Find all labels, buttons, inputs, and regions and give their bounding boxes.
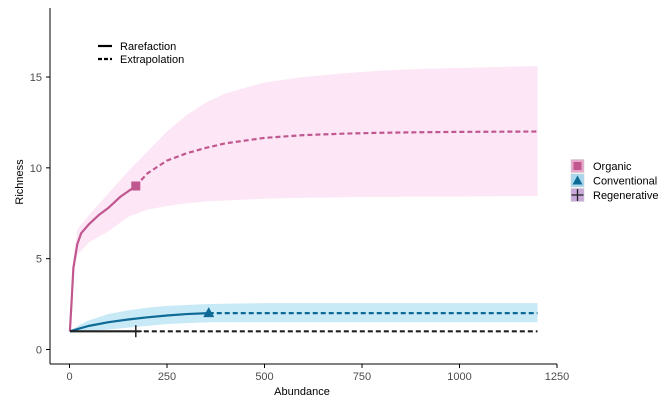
- rarefaction-line-organic: [68, 185, 137, 332]
- y-axis-ticks: 0 5 10 15: [30, 72, 50, 356]
- observed-point-regenerative: [129, 325, 142, 338]
- x-tick-label: 1000: [447, 371, 471, 383]
- x-tick-label: 0: [66, 371, 72, 383]
- confidence-band-organic: [69, 66, 538, 332]
- linetype-label: Extrapolation: [120, 54, 184, 66]
- y-tick-label: 0: [36, 344, 42, 356]
- x-axis-label: Abundance: [274, 386, 330, 398]
- legend-label-organic: Organic: [593, 161, 632, 173]
- rarefaction-line-conventional: [69, 312, 209, 333]
- x-tick-label: 500: [255, 371, 273, 383]
- legend-marker-organic: [573, 162, 582, 170]
- observed-point-conventional: [203, 307, 215, 318]
- x-tick-label: 750: [353, 371, 371, 383]
- legend-label-regenerative: Regenerative: [593, 190, 658, 202]
- confidence-band-conventional: [69, 303, 538, 332]
- legend-marker-conventional: [572, 175, 583, 185]
- y-tick-label: 15: [30, 72, 42, 84]
- y-tick-label: 5: [36, 254, 42, 266]
- observed-points: [129, 181, 215, 338]
- x-axis-ticks: 0 250 500 750 1000 1250: [66, 364, 569, 383]
- linetype-label: Rarefaction: [120, 41, 176, 53]
- y-tick-label: 10: [30, 163, 42, 175]
- series-legend: Organic Conventional Regenerative: [570, 159, 658, 202]
- legend-label-conventional: Conventional: [593, 176, 657, 188]
- series-lines: [68, 130, 538, 333]
- observed-point-organic: [131, 181, 141, 191]
- x-tick-label: 250: [158, 371, 176, 383]
- extrapolation-line-organic: [134, 130, 538, 187]
- confidence-bands: [69, 66, 538, 332]
- y-axis-label: Richness: [14, 159, 26, 205]
- legend-marker-regenerative: [571, 189, 584, 201]
- x-tick-label: 1250: [545, 371, 569, 383]
